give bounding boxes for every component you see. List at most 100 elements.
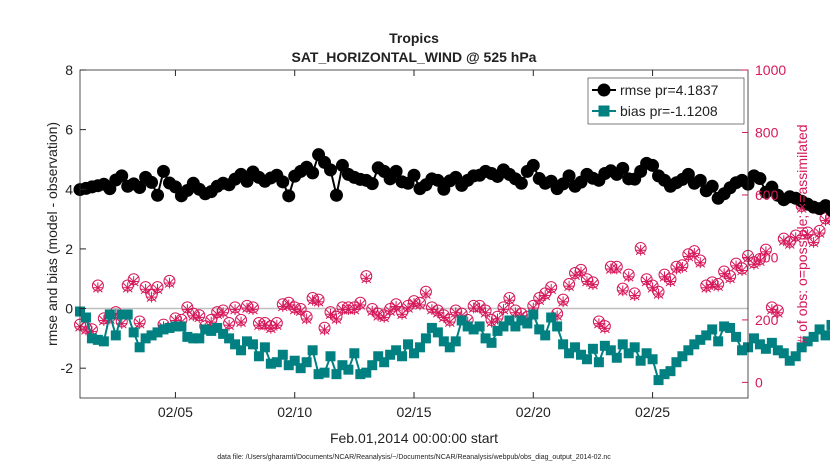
obs-assimilated-point [325,308,336,320]
y-tick-label: 8 [65,62,73,78]
bias-point [647,354,658,365]
obs-assimilated-point [211,308,223,320]
obs-assimilated-point [307,294,319,306]
bias-point [772,345,783,356]
bias-point [683,345,694,356]
bias-point [784,355,795,366]
bias-point [695,334,706,345]
obs-assimilated-point [778,235,790,247]
rmse-point [753,172,767,186]
legend: rmse pr=4.1837 bias pr=-1.1208 [587,77,745,125]
obs-assimilated-point [718,268,730,280]
bias-point [295,363,306,374]
obs-assimilated-point [247,304,259,315]
bias-point [391,345,402,356]
bias-point [468,324,479,335]
bias-point [570,342,581,353]
rmse-point [145,175,159,189]
bias-point [283,360,294,371]
obs-assimilated-point [480,307,491,319]
bias-point [689,339,700,350]
rmse-point [365,177,379,191]
obs-assimilated-point [271,319,283,331]
bias-point [653,375,664,386]
obs-assimilated-point [128,276,140,287]
bias-point [271,357,282,368]
bias-point [748,333,759,344]
obs-assimilated-point [408,297,420,309]
bias-point [182,331,193,342]
bias-point [641,348,652,359]
bias-point [289,355,300,366]
bias-point [212,322,223,333]
obs-assimilated-point [474,302,486,314]
bias-point [510,321,521,332]
obs-assimilated-point [426,304,438,315]
obs-assimilated-point [814,227,825,239]
bias-point [814,324,825,335]
rmse-point [389,164,403,178]
x-tick-label: 02/10 [277,404,312,420]
bias-point [331,369,342,380]
y2-tick-label: 600 [755,187,779,203]
bias-point [504,315,515,326]
rmse-point [693,173,707,187]
bias-point [659,369,670,380]
obs-assimilated-point [301,313,313,325]
x-tick-label: 02/05 [158,404,193,420]
obs-assimilated-point [671,263,682,275]
bias-point [367,360,378,371]
bias-point [605,345,616,356]
bias-point [164,322,175,333]
legend-rmse-marker [597,83,611,97]
x-tick-label: 02/25 [635,404,670,420]
bias-point [564,348,575,359]
bias-point [92,334,103,345]
obs-assimilated-point [557,296,569,308]
obs-assimilated-point [820,215,830,226]
obs-assimilated-point [802,229,814,241]
obs-assimilated-point [754,255,766,267]
obs-assimilated-point [438,312,450,323]
rmse-point [705,179,719,193]
bias-point [170,321,181,332]
obs-assimilated-point [432,307,444,319]
bias-point [200,324,211,335]
bias-point [116,309,127,320]
obs-assimilated-point [134,318,146,330]
bias-point [80,312,91,323]
obs-assimilated-point [235,316,247,328]
obs-assimilated-stroke [826,219,830,224]
bias-point [707,324,718,335]
bias-point [253,351,264,362]
bias-point [438,336,449,347]
y-tick-label: 4 [65,181,73,197]
bias-point [414,342,425,353]
y2-tick-label: 200 [755,312,779,328]
bias-point [313,369,324,380]
obs-assimilated-stroke [826,214,830,219]
bias-point [623,348,634,359]
y2-tick-label: 800 [755,124,779,140]
bias-point [110,330,121,341]
bias-point [122,309,133,320]
bias-point [128,327,139,338]
bias-point [516,315,527,326]
bias-point [403,339,414,350]
bias-point [701,330,712,341]
bias-point [599,340,610,351]
bias-point [552,321,563,332]
obs-assimilated-point [826,214,830,224]
obs-assimilated-point [331,313,342,325]
obs-assimilated-point [283,299,295,311]
bias-point [546,312,557,323]
legend-bias-marker [598,105,610,117]
bias-point [725,322,736,333]
bias-point [629,342,640,353]
series-layer [73,148,830,386]
bias-point [808,331,819,342]
bias-point [540,330,551,341]
obs-assimilated-point [730,260,742,272]
bias-point [528,309,539,320]
bias-point [593,357,604,368]
